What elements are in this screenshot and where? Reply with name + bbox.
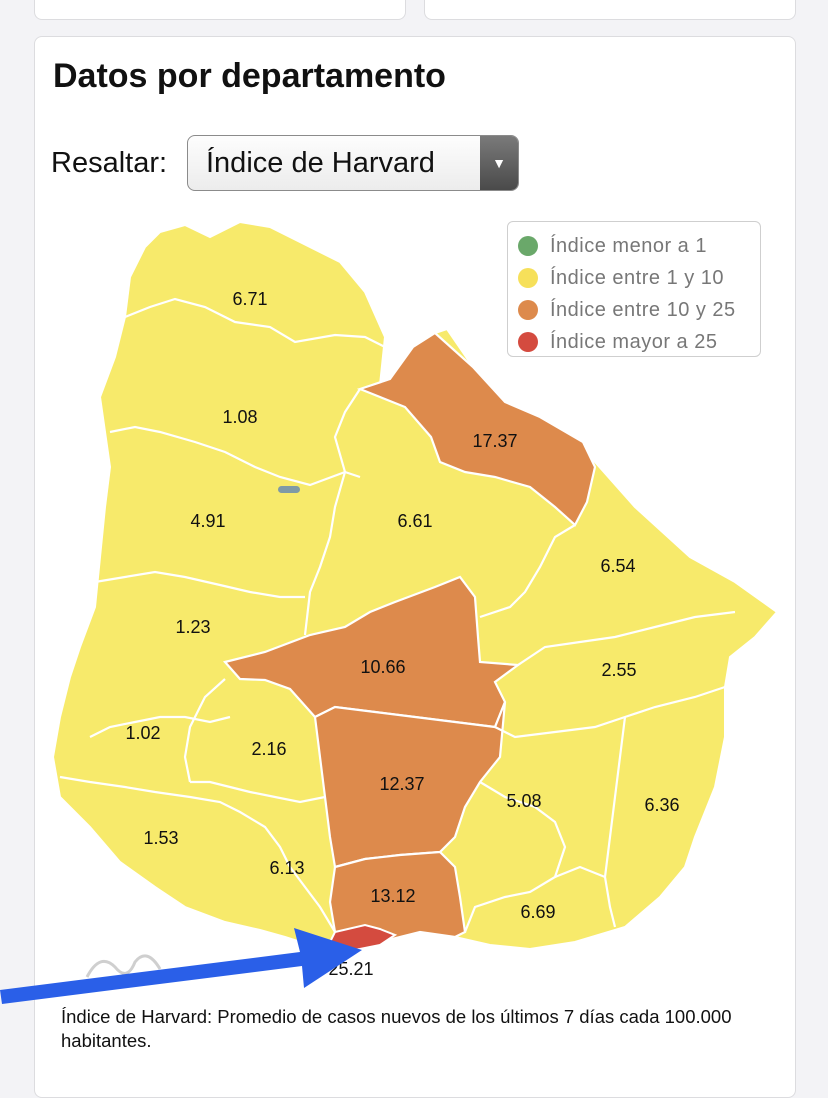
- department-shape[interactable]: [356, 331, 597, 527]
- lake-shape: [278, 486, 300, 493]
- department-value-label: 6.54: [600, 556, 635, 576]
- department-value-label: 5.08: [506, 791, 541, 811]
- department-value-label: 10.66: [360, 657, 405, 677]
- department-value-label: 25.21: [328, 959, 373, 979]
- card-title: Datos por departamento: [53, 57, 446, 95]
- legend-label: Índice menor a 1: [550, 234, 707, 257]
- department-data-card: Datos por departamento Resaltar: Índice …: [34, 36, 796, 1098]
- department-value-label: 12.37: [379, 774, 424, 794]
- department-value-label: 2.16: [251, 739, 286, 759]
- legend-label: Índice entre 1 y 10: [550, 266, 725, 289]
- department-value-label: 6.36: [644, 795, 679, 815]
- legend-item: Índice entre 1 y 10: [518, 262, 750, 294]
- legend-item: Índice mayor a 25: [518, 326, 750, 358]
- department-shape[interactable]: [222, 575, 522, 729]
- legend-item: Índice menor a 1: [518, 230, 750, 262]
- yellow-dot-icon: [518, 268, 538, 288]
- highlight-selected-value: Índice de Harvard: [206, 147, 435, 179]
- decorative-mark: [85, 954, 162, 978]
- department-value-label: 1.02: [125, 723, 160, 743]
- index-description: Índice de Harvard: Promedio de casos nue…: [61, 1006, 732, 1051]
- department-value-label: 6.13: [269, 858, 304, 878]
- department-value-label: 1.53: [143, 828, 178, 848]
- legend-label: Índice mayor a 25: [550, 330, 718, 353]
- legend-item: Índice entre 10 y 25: [518, 294, 750, 326]
- department-value-label: 6.69: [520, 902, 555, 922]
- chevron-down-icon[interactable]: ▼: [480, 136, 518, 190]
- department-value-label: 1.23: [175, 617, 210, 637]
- legend-label: Índice entre 10 y 25: [550, 298, 736, 321]
- previous-card-left: [34, 0, 406, 20]
- red-dot-icon: [518, 332, 538, 352]
- department-shape[interactable]: [313, 701, 507, 869]
- green-dot-icon: [518, 236, 538, 256]
- uruguay-map: 6.71 1.08 17.37 4.91 6.61 6.54 1.23 10.6…: [51, 220, 779, 979]
- department-value-label: 2.55: [601, 660, 636, 680]
- department-borders: [59, 297, 736, 933]
- department-value-label: 6.71: [232, 289, 267, 309]
- previous-card-right: [424, 0, 796, 20]
- department-value-label: 17.37: [472, 431, 517, 451]
- highlight-label: Resaltar:: [51, 147, 168, 179]
- department-value-label: 1.08: [222, 407, 257, 427]
- department-value-label: 6.61: [397, 511, 432, 531]
- map-legend: Índice menor a 1 Índice entre 1 y 10 Índ…: [507, 221, 761, 357]
- orange-dot-icon: [518, 300, 538, 320]
- highlight-select[interactable]: Índice de Harvard ▼: [187, 135, 519, 191]
- department-value-label: 4.91: [190, 511, 225, 531]
- department-value-label: 13.12: [370, 886, 415, 906]
